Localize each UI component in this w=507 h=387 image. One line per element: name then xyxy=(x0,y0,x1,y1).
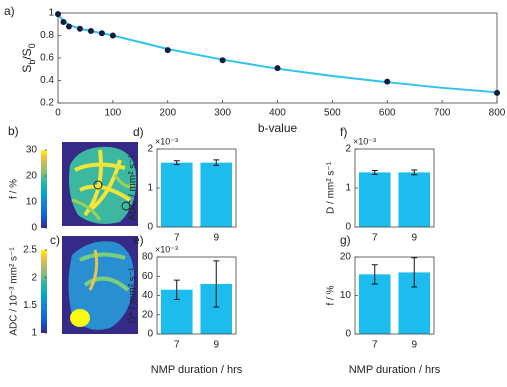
x-tick-label: 7 xyxy=(174,233,180,244)
y-tick-label: 0.8 xyxy=(40,30,54,41)
panel-label: c) xyxy=(50,233,60,247)
data-point xyxy=(384,79,390,85)
y-tick-label: 20 xyxy=(142,309,154,320)
y-tick-label: 1 xyxy=(147,183,153,194)
panel-label: a) xyxy=(4,4,15,18)
y-tick-label: 60 xyxy=(142,271,154,282)
bar xyxy=(200,163,232,227)
y-tick-label: 0 xyxy=(147,222,153,233)
panel-label: d) xyxy=(133,125,144,139)
colorbar-tick-label: 30 xyxy=(26,145,38,156)
bar xyxy=(359,172,391,227)
data-point xyxy=(66,24,72,30)
bar xyxy=(161,163,193,227)
x-axis-label: NMP duration / hrs xyxy=(349,364,441,376)
fit-line xyxy=(58,15,497,93)
x-tick-label: 200 xyxy=(159,108,176,119)
data-point xyxy=(55,11,61,17)
y-tick-label: 0 xyxy=(345,222,351,233)
colorbar-tick-label: 2.5 xyxy=(23,245,37,256)
x-tick-label: 7 xyxy=(174,340,180,351)
colorbar-tick-label: 1.5 xyxy=(23,300,37,311)
colorbar-tick-label: 20 xyxy=(26,171,38,182)
colorbar-tick-label: 1 xyxy=(31,328,37,339)
y-axis-label: D* / mm² s⁻¹ xyxy=(128,267,139,323)
x-tick-label: 9 xyxy=(411,340,417,351)
axis-exponent: ×10⁻³ xyxy=(155,244,178,254)
x-axis-label: NMP duration / hrs xyxy=(151,364,243,376)
x-tick-label: 600 xyxy=(379,108,396,119)
data-point xyxy=(494,90,500,96)
image-c xyxy=(62,236,138,334)
data-point xyxy=(220,57,226,63)
figure: a)0.20.40.60.810100200300400500600700800… xyxy=(0,0,507,387)
y-axis-label-part: /S xyxy=(20,48,34,59)
y-axis-label-part: 0 xyxy=(27,43,37,48)
plot-frame xyxy=(58,13,497,103)
y-tick-label: 1 xyxy=(48,8,54,19)
y-tick-label: 80 xyxy=(142,252,154,263)
data-point xyxy=(77,26,83,32)
data-point xyxy=(110,33,116,39)
x-tick-label: 7 xyxy=(372,233,378,244)
y-tick-label: 40 xyxy=(142,290,154,301)
y-tick-label: 10 xyxy=(340,290,352,301)
y-axis-label: D / mm² s⁻¹ xyxy=(326,161,337,214)
y-axis-label: Sb/S0 xyxy=(20,43,37,72)
x-tick-label: 100 xyxy=(105,108,122,119)
y-axis-label: f / % xyxy=(326,285,337,305)
bar xyxy=(398,172,430,227)
page: a)0.20.40.60.810100200300400500600700800… xyxy=(0,0,507,387)
y-tick-label: 0 xyxy=(345,329,351,340)
x-tick-label: 700 xyxy=(434,108,451,119)
axis-exponent: ×10⁻³ xyxy=(353,136,376,146)
colorbar-tick-label: 10 xyxy=(26,197,38,208)
y-tick-label: 20 xyxy=(340,252,352,263)
data-point xyxy=(165,47,171,53)
x-axis-label: b-value xyxy=(258,121,298,135)
colorbar-c xyxy=(41,250,47,333)
data-point xyxy=(275,65,281,71)
y-tick-label: 1 xyxy=(345,183,351,194)
colorbar-tick-label: 2 xyxy=(31,272,37,283)
colorbar-tick-label: 0 xyxy=(31,223,37,234)
axis-exponent: ×10⁻³ xyxy=(155,136,178,146)
colorbar-label: f / % xyxy=(9,179,20,199)
panel-label: e) xyxy=(133,233,144,247)
x-tick-label: 500 xyxy=(324,108,341,119)
x-tick-label: 9 xyxy=(411,233,417,244)
x-tick-label: 400 xyxy=(269,108,286,119)
y-tick-label: 2 xyxy=(147,144,153,155)
x-tick-label: 300 xyxy=(214,108,231,119)
data-point xyxy=(60,19,66,25)
x-tick-label: 800 xyxy=(489,108,506,119)
y-tick-label: 0.6 xyxy=(40,53,54,64)
y-tick-label: 0.4 xyxy=(40,75,54,86)
y-tick-label: 2 xyxy=(345,144,351,155)
panel-label: b) xyxy=(8,124,19,138)
panel-label: g) xyxy=(340,233,351,247)
x-tick-label: 9 xyxy=(213,233,219,244)
colorbar-label: ADC / 10⁻³ mm² s⁻¹ xyxy=(9,247,20,336)
image-b xyxy=(62,142,138,226)
y-axis-label: ADC / mm² s⁻¹ xyxy=(128,154,139,220)
y-tick-label: 0.2 xyxy=(40,98,54,109)
y-tick-label: 0 xyxy=(147,329,153,340)
x-tick-label: 0 xyxy=(55,108,61,119)
data-point xyxy=(88,28,94,34)
x-tick-label: 7 xyxy=(372,340,378,351)
data-point xyxy=(99,30,105,36)
y-axis-label-part: S xyxy=(20,65,34,73)
panel-label: f) xyxy=(340,125,347,139)
x-tick-label: 9 xyxy=(213,340,219,351)
colorbar-b xyxy=(41,150,47,228)
